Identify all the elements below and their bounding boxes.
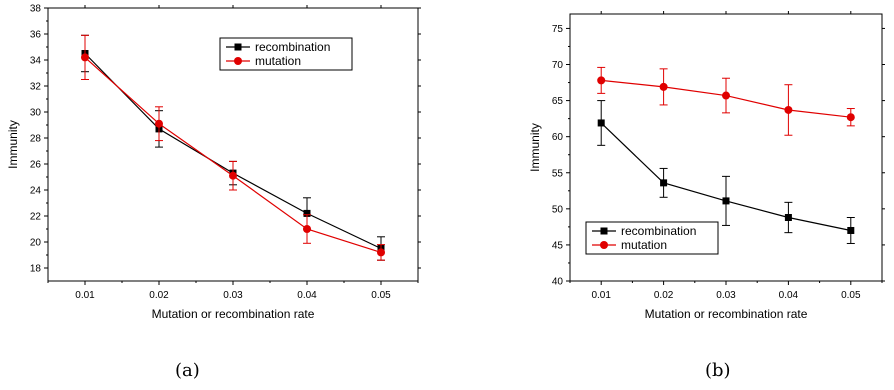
data-point	[846, 113, 855, 122]
y-tick-label: 50	[552, 204, 564, 215]
x-tick-label: 0.01	[591, 290, 611, 301]
data-point	[722, 197, 730, 205]
caption-a: (a)	[175, 360, 200, 381]
y-tick-label: 20	[30, 238, 42, 249]
data-point	[597, 119, 605, 127]
legend-marker	[234, 43, 242, 51]
y-tick-label: 32	[30, 82, 42, 93]
legend-label: mutation	[621, 238, 667, 252]
chart-a: 18 20 22 24 26 28 30 32 34 36 38 0.01 0.02 0.03 0.04 0.…	[6, 4, 421, 321]
legend-label: recombination	[621, 224, 696, 238]
chart-b: 40 45 50 55 60 65 70 75 0.01 0.02 0.03 0.04 0.05 Muta…	[528, 11, 885, 321]
x-tick-label: 0.04	[779, 290, 799, 301]
y-tick-label: 55	[552, 168, 564, 179]
legend-marker	[600, 227, 608, 235]
y-tick-label: 36	[30, 30, 42, 41]
y-tick-label: 30	[30, 108, 42, 119]
data-point	[847, 226, 855, 234]
data-point	[303, 225, 311, 233]
y-axis-label: Immunity	[528, 123, 542, 172]
x-tick-label: 0.02	[654, 290, 674, 301]
y-tick-label: 18	[30, 264, 42, 275]
y-axis-label: Immunity	[6, 120, 20, 169]
y-tick-label: 45	[552, 240, 564, 251]
y-tick-label: 75	[552, 24, 564, 35]
y-tick-label: 22	[30, 212, 42, 223]
x-axis-label: Mutation or recombination rate	[152, 307, 315, 321]
series-line	[84, 56, 382, 253]
y-tick-label: 70	[552, 60, 564, 71]
legend-marker	[234, 57, 242, 65]
y-tick-label: 60	[552, 132, 564, 143]
x-axis-label: Mutation or recombination rate	[645, 307, 808, 321]
legend-entry-recombination: recombination	[592, 224, 696, 238]
data-point	[303, 209, 311, 217]
y-tick-label: 26	[30, 160, 42, 171]
x-tick-label: 0.03	[716, 290, 736, 301]
data-point	[155, 119, 163, 128]
x-tick-label: 0.01	[75, 290, 95, 301]
data-point	[660, 179, 668, 187]
y-tick-label: 40	[552, 277, 564, 288]
legend-entry-recombination: recombination	[226, 40, 330, 54]
data-point	[81, 53, 89, 62]
legend-box	[585, 221, 719, 255]
y-tick-label: 65	[552, 96, 564, 107]
series-mutation	[597, 66, 855, 136]
data-point	[377, 248, 385, 257]
legend-label: recombination	[255, 40, 330, 54]
x-tick-label: 0.04	[297, 290, 317, 301]
x-tick-label: 0.05	[841, 290, 861, 301]
data-point	[784, 213, 792, 221]
figure: 18 20 22 24 26 28 30 32 34 36 38 0.01 0.02 0.03 0.04 0.…	[6, 4, 885, 321]
caption-b: (b)	[705, 360, 731, 381]
data-point	[597, 76, 606, 85]
x-tick-label: 0.02	[149, 290, 169, 301]
x-tick-label: 0.05	[371, 290, 391, 301]
legend-box	[219, 37, 353, 71]
legend-marker	[600, 241, 608, 249]
y-tick-label: 24	[30, 186, 42, 197]
legend-entry-mutation: mutation	[226, 54, 301, 68]
data-point	[229, 171, 237, 180]
y-tick-label: 34	[30, 56, 42, 67]
series-mutation	[81, 34, 385, 261]
legend-entry-mutation: mutation	[592, 238, 667, 252]
data-point	[659, 82, 668, 91]
data-point	[784, 105, 793, 114]
y-tick-label: 38	[30, 4, 42, 15]
data-point	[722, 91, 730, 100]
x-tick-label: 0.03	[223, 290, 243, 301]
series-line	[84, 53, 382, 250]
y-tick-label: 28	[30, 134, 42, 145]
legend-label: mutation	[255, 54, 301, 68]
series-recombination	[597, 100, 855, 244]
